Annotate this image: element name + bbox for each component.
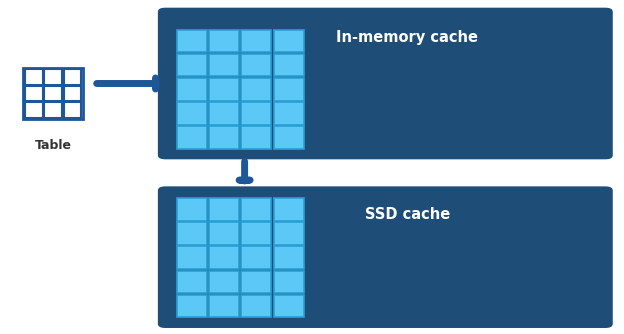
Bar (209, 102, 239, 125)
Bar (177, 126, 207, 149)
Bar (241, 222, 271, 245)
Bar (241, 30, 271, 52)
Bar (209, 246, 239, 269)
FancyBboxPatch shape (158, 186, 613, 328)
Bar (241, 198, 271, 221)
Bar (274, 246, 304, 269)
Bar (26, 69, 42, 85)
Bar (241, 126, 271, 149)
Bar (274, 271, 304, 293)
Bar (209, 54, 239, 76)
Bar (177, 30, 207, 52)
Bar (241, 295, 271, 317)
Bar (177, 78, 207, 101)
Bar (209, 271, 239, 293)
Bar (241, 78, 271, 101)
Bar (241, 54, 271, 76)
Bar (274, 295, 304, 317)
FancyBboxPatch shape (24, 68, 82, 120)
Bar (274, 102, 304, 125)
Bar (209, 222, 239, 245)
Bar (177, 271, 207, 293)
FancyBboxPatch shape (158, 8, 613, 159)
Bar (64, 69, 80, 85)
Bar (209, 198, 239, 221)
Bar (44, 86, 62, 102)
Bar (274, 78, 304, 101)
Text: In-memory cache: In-memory cache (336, 30, 479, 45)
Text: SSD cache: SSD cache (364, 207, 450, 222)
Bar (26, 86, 42, 102)
Bar (209, 78, 239, 101)
Bar (177, 222, 207, 245)
Bar (209, 126, 239, 149)
Bar (177, 295, 207, 317)
Bar (26, 103, 42, 119)
Bar (177, 102, 207, 125)
Bar (241, 271, 271, 293)
Bar (241, 246, 271, 269)
Text: Table: Table (34, 140, 72, 152)
Bar (274, 222, 304, 245)
Bar (44, 69, 62, 85)
Bar (209, 30, 239, 52)
Bar (274, 126, 304, 149)
Bar (177, 54, 207, 76)
Bar (274, 198, 304, 221)
Bar (274, 54, 304, 76)
Bar (209, 295, 239, 317)
Bar (177, 198, 207, 221)
Bar (44, 103, 62, 119)
Bar (64, 86, 80, 102)
Bar (241, 102, 271, 125)
Bar (177, 246, 207, 269)
Bar (274, 30, 304, 52)
Bar (64, 103, 80, 119)
